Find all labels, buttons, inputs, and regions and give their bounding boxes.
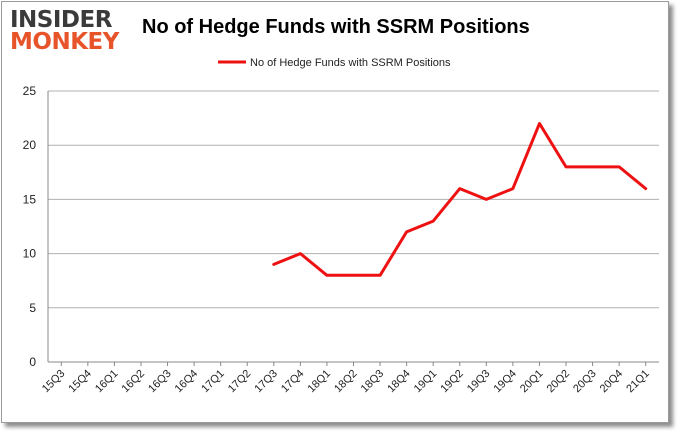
grid-lines bbox=[47, 90, 659, 363]
x-tick-label: 16Q3 bbox=[146, 368, 174, 396]
x-tick-label: 19Q2 bbox=[438, 368, 466, 396]
x-tick-label: 19Q4 bbox=[491, 368, 519, 396]
y-tick-label: 10 bbox=[23, 247, 37, 261]
y-tick-label: 25 bbox=[23, 84, 37, 98]
y-tick-label: 15 bbox=[23, 192, 37, 206]
x-tick-label: 20Q4 bbox=[598, 368, 626, 396]
y-tick-label: 0 bbox=[29, 355, 36, 369]
x-tick-label: 16Q1 bbox=[93, 368, 121, 396]
insider-monkey-logo: INSIDER MONKEY bbox=[10, 8, 130, 58]
legend-label: No of Hedge Funds with SSRM Positions bbox=[250, 57, 451, 69]
x-tick-labels: 15Q3 15Q4 16Q1 16Q2 16Q3 16Q4 17Q1 17Q2 17Q3 17Q4… bbox=[40, 362, 652, 395]
x-tick-label: 19Q1 bbox=[412, 368, 440, 396]
x-tick-label: 17Q3 bbox=[252, 368, 280, 396]
logo-line-1: INSIDER bbox=[10, 7, 112, 33]
x-tick-label: 16Q4 bbox=[173, 368, 201, 396]
x-tick-label: 15Q3 bbox=[40, 368, 68, 396]
series-line-0 bbox=[272, 122, 648, 277]
x-tick-label: 18Q1 bbox=[306, 368, 334, 396]
y-tick-label: 5 bbox=[29, 301, 36, 315]
legend: No of Hedge Funds with SSRM Positions bbox=[218, 57, 451, 69]
x-tick-label: 17Q1 bbox=[199, 368, 227, 396]
x-tick-label: 21Q1 bbox=[624, 368, 652, 396]
series-lines bbox=[272, 122, 648, 277]
x-tick-label: 15Q4 bbox=[66, 368, 94, 396]
x-tick-label: 18Q4 bbox=[385, 368, 413, 396]
x-tick-label: 17Q4 bbox=[279, 368, 307, 396]
y-tick-label: 20 bbox=[23, 138, 37, 152]
chart-frame bbox=[1, 1, 669, 423]
x-tick-label: 20Q2 bbox=[545, 368, 573, 396]
x-tick-label: 16Q2 bbox=[120, 368, 148, 396]
x-tick-label: 19Q3 bbox=[465, 368, 493, 396]
chart-title: No of Hedge Funds with SSRM Positions bbox=[142, 16, 530, 38]
x-tick-label: 17Q2 bbox=[226, 368, 254, 396]
x-tick-label: 20Q1 bbox=[518, 368, 546, 396]
y-tick-labels: 0 5 10 15 20 25 bbox=[23, 84, 37, 369]
x-tick-label: 18Q2 bbox=[332, 368, 360, 396]
x-tick-label: 20Q3 bbox=[571, 368, 599, 396]
x-tick-label: 18Q3 bbox=[359, 368, 387, 396]
logo-line-2: MONKEY bbox=[10, 29, 119, 55]
